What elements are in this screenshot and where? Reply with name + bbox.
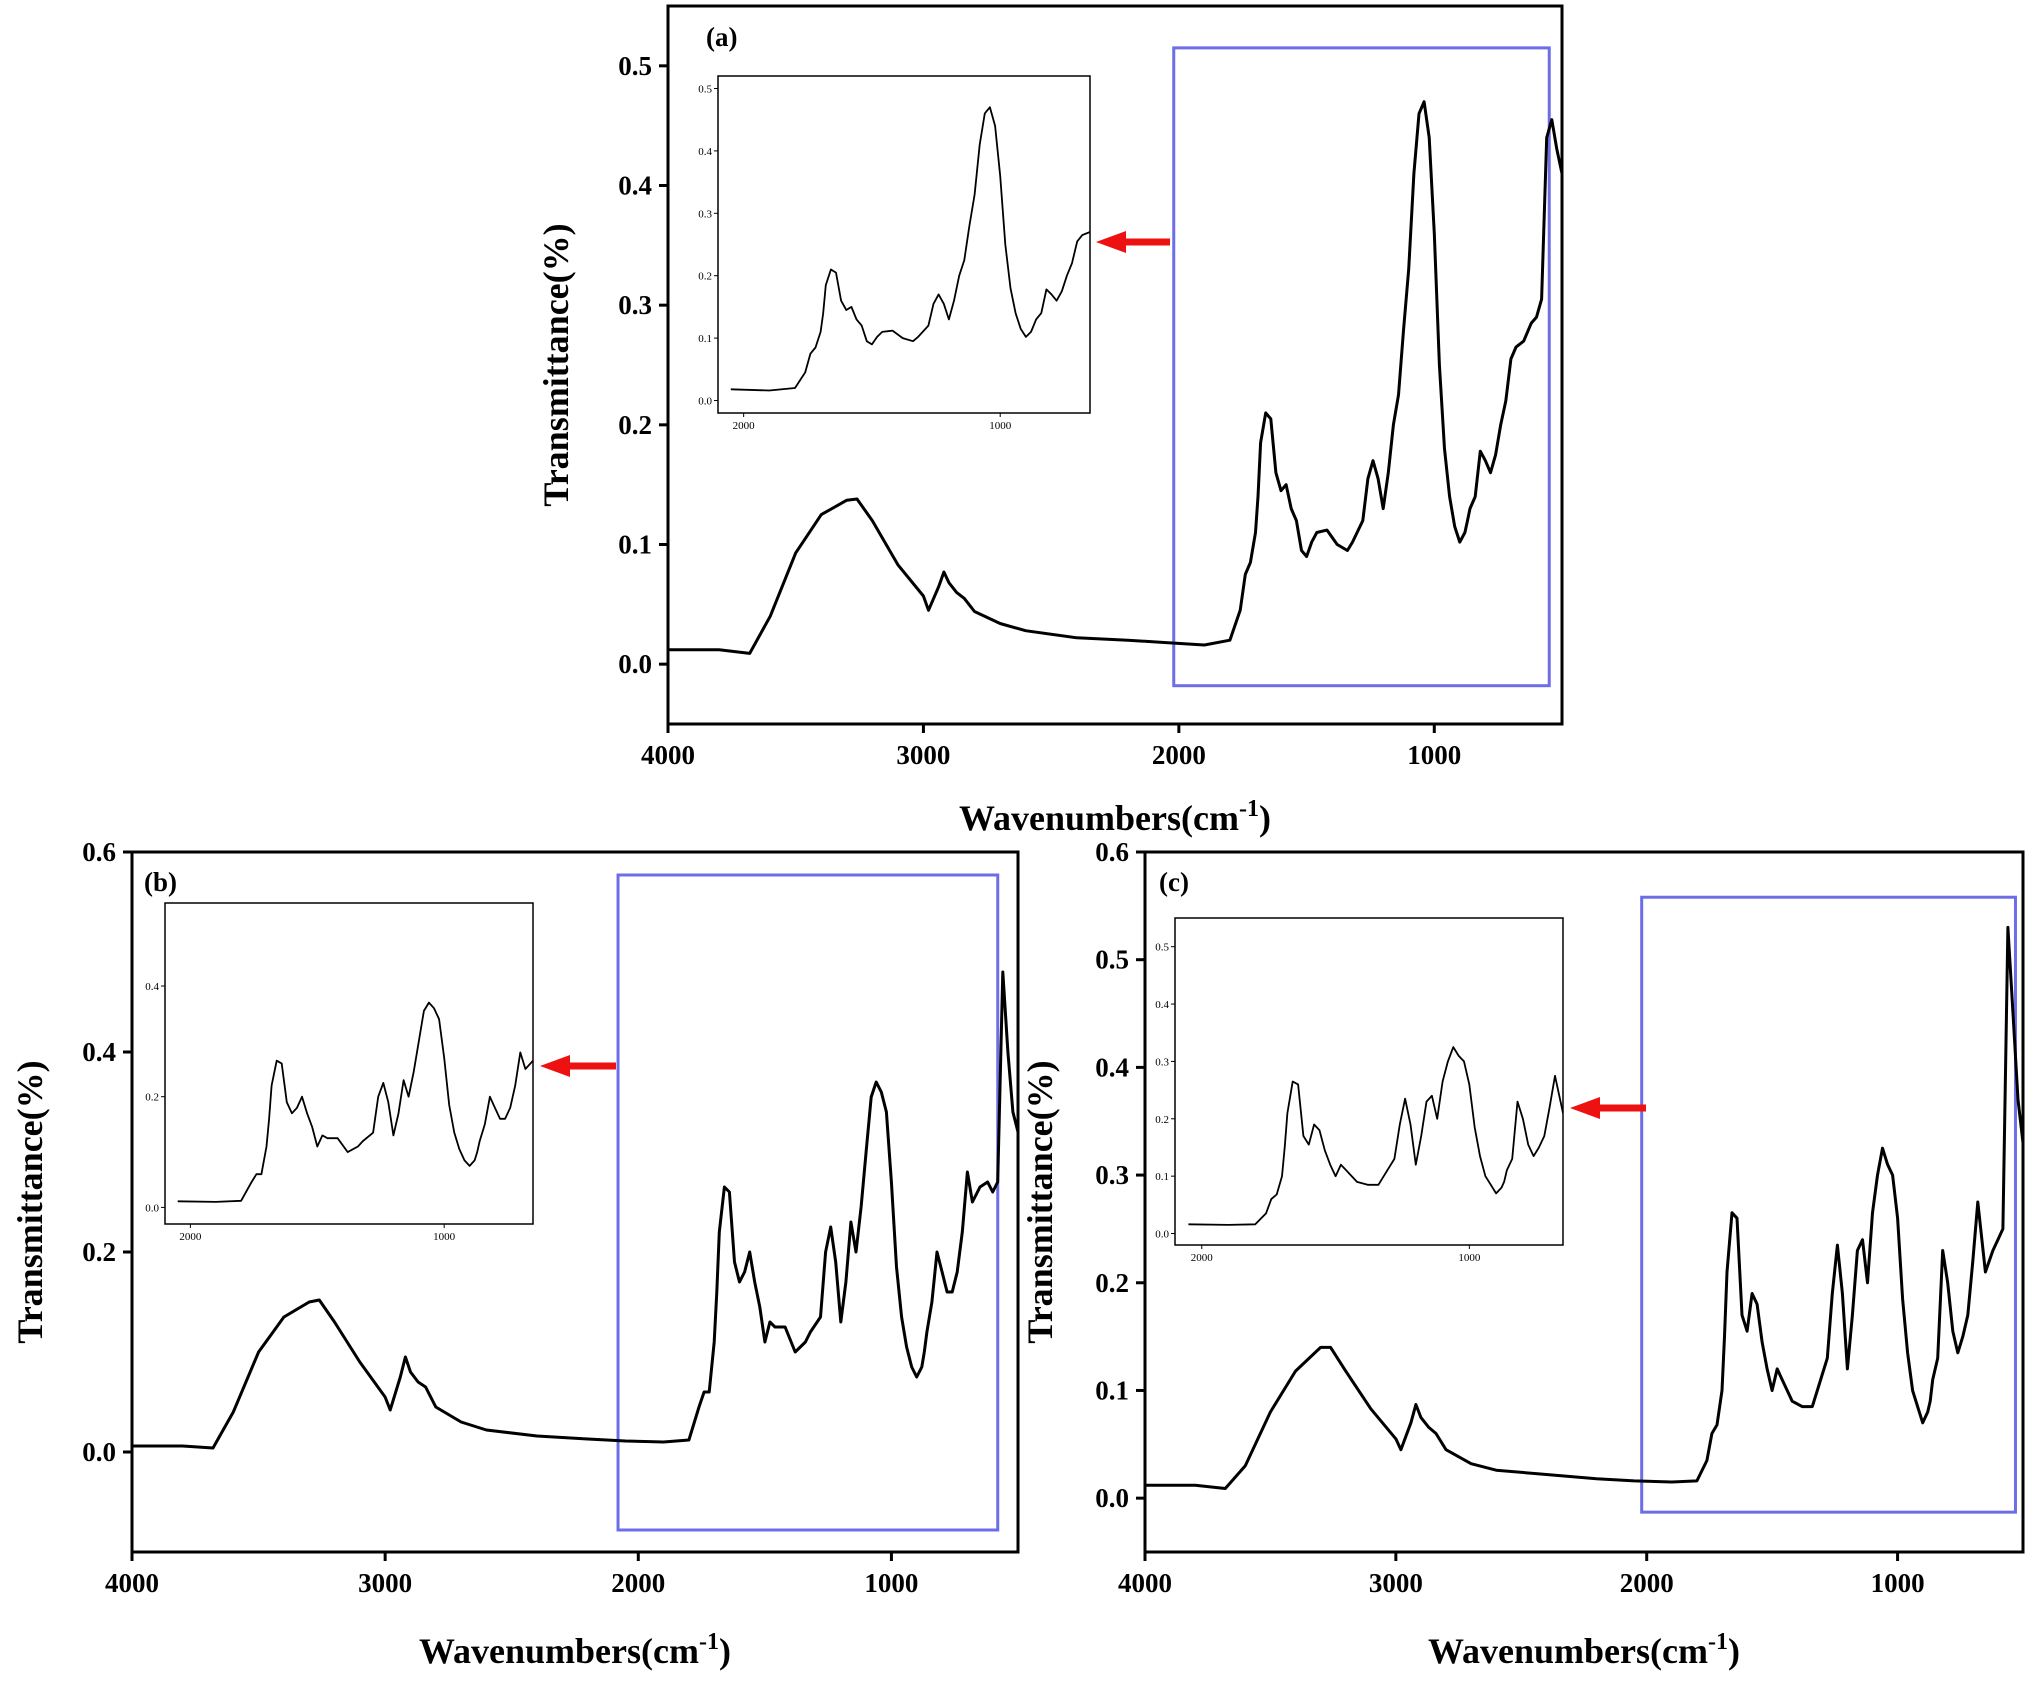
y-axis-label: Transmittance(%): [1020, 1060, 1060, 1343]
x-axis-label-sup: -1: [699, 1629, 719, 1655]
highlight-box: [1640, 895, 2017, 1514]
inset-y-tick-label: 0.4: [1155, 999, 1169, 1011]
panel-label: (a): [706, 22, 737, 52]
y-tick-label: 0.2: [82, 1237, 116, 1267]
inset-spectrum-line: [1188, 1046, 1563, 1226]
inset-x-tick-label: 1000: [989, 420, 1012, 432]
x-axis-label-sup: -1: [1708, 1629, 1728, 1655]
y-tick-label: 0.0: [618, 649, 652, 679]
y-tick-label: 0.2: [1095, 1268, 1129, 1298]
x-tick-label: 2000: [1620, 1568, 1674, 1598]
panel-label: (c): [1159, 867, 1189, 897]
x-tick-label: 4000: [1118, 1568, 1172, 1598]
inset-x-tick-label: 2000: [733, 420, 756, 432]
inset-frame: [1174, 917, 1564, 1246]
x-tick-label: 1000: [1871, 1568, 1925, 1598]
y-tick-label: 0.4: [1095, 1052, 1129, 1082]
plot-frame: [130, 850, 1020, 1554]
x-tick-label: 3000: [358, 1568, 412, 1598]
inset-y-tick-label: 0.1: [698, 333, 712, 345]
panel-label: (b): [144, 867, 177, 897]
inset-y-tick-label: 0.1: [1155, 1171, 1169, 1183]
x-axis-label: Wavenumbers(cm-1): [1428, 1629, 1740, 1671]
inset-x-tick-label: 1000: [1458, 1252, 1481, 1264]
inset-y-tick-label: 0.2: [698, 271, 712, 283]
panel-c: 4000 3000 2000 1000 0.0 0.1 0.2 0.3 0.4 0.5 0.6 Wav…: [1020, 837, 2025, 1671]
x-tick-label: 1000: [864, 1568, 918, 1598]
y-tick-label: 0.0: [82, 1437, 116, 1467]
panel-a: 4000 3000 2000 1000 0.0 0.1 0.2 0.3 0.4 0.5 Wavenu…: [536, 4, 1564, 838]
x-tick-label: 4000: [105, 1568, 159, 1598]
y-tick-label: 0.1: [1095, 1375, 1129, 1405]
inset-y-tick-label: 0.2: [145, 1092, 159, 1104]
inset-background: [718, 76, 1090, 413]
inset-spectrum-line: [730, 106, 1090, 392]
x-axis-label-main: Wavenumbers(cm: [1428, 1631, 1708, 1671]
inset-frame: [717, 75, 1091, 414]
y-tick-label: 0.4: [82, 1037, 116, 1067]
x-tick-label: 3000: [896, 740, 950, 770]
x-axis-label-main: Wavenumbers(cm: [419, 1631, 699, 1671]
x-tick-label: 2000: [1152, 740, 1206, 770]
x-axis-label-end: ): [1259, 798, 1271, 838]
x-axis-label-end: ): [719, 1631, 731, 1671]
y-tick-label: 0.5: [618, 51, 652, 81]
inset-y-tick-label: 0.4: [145, 981, 159, 993]
y-tick-label: 0.6: [82, 837, 116, 867]
y-tick-label: 0.6: [1095, 837, 1129, 867]
x-axis-label: Wavenumbers(cm-1): [959, 796, 1271, 838]
inset-y-tick-label: 0.0: [145, 1202, 159, 1214]
y-tick-label: 0.3: [1095, 1160, 1129, 1190]
spectrum-line: [132, 970, 1018, 1450]
y-axis-label: Transmittance(%): [536, 223, 576, 506]
inset-y-tick-label: 0.5: [1155, 942, 1169, 954]
x-tick-label: 4000: [641, 740, 695, 770]
arrow-head: [1570, 1097, 1600, 1119]
highlight-box: [616, 873, 1000, 1532]
y-tick-label: 0.3: [618, 290, 652, 320]
inset-background: [165, 903, 533, 1224]
inset-y-tick-label: 0.3: [1155, 1056, 1169, 1068]
x-axis-label: Wavenumbers(cm-1): [419, 1629, 731, 1671]
spectrum-line: [668, 100, 1562, 655]
inset-y-tick-label: 0.0: [698, 396, 712, 408]
y-tick-label: 0.5: [1095, 945, 1129, 975]
inset-y-tick-label: 0.4: [698, 146, 712, 158]
inset-spectrum-line: [177, 1001, 533, 1203]
inset: 2000 1000 0.0 0.2 0.4: [145, 902, 534, 1243]
y-axis-label: Transmittance(%): [10, 1060, 50, 1343]
y-tick-label: 0.4: [618, 171, 652, 201]
inset-x-tick-label: 2000: [1191, 1252, 1214, 1264]
inset-y-tick-label: 0.2: [1155, 1114, 1169, 1126]
arrow-head: [1096, 231, 1126, 253]
highlight-box: [1172, 46, 1551, 688]
plot-frame: [666, 4, 1564, 726]
x-axis-label-main: Wavenumbers(cm: [959, 798, 1239, 838]
x-tick-label: 1000: [1407, 740, 1461, 770]
plot-frame: [1143, 850, 2025, 1554]
inset: 2000 1000 0.0 0.1 0.2 0.3 0.4 0.5: [698, 75, 1091, 432]
inset: 2000 1000 0.0 0.1 0.2 0.3 0.4 0.5: [1155, 917, 1564, 1264]
spectrum-line: [1145, 925, 2023, 1490]
x-axis-label-sup: -1: [1239, 796, 1259, 822]
arrow-head: [540, 1055, 570, 1077]
x-tick-label: 3000: [1369, 1568, 1423, 1598]
y-tick-label: 0.2: [618, 410, 652, 440]
y-tick-label: 0.0: [1095, 1483, 1129, 1513]
inset-y-tick-label: 0.0: [1155, 1229, 1169, 1241]
x-tick-label: 2000: [611, 1568, 665, 1598]
x-axis-label-end: ): [1728, 1631, 1740, 1671]
inset-background: [1175, 918, 1563, 1245]
y-tick-label: 0.1: [618, 530, 652, 560]
inset-y-tick-label: 0.5: [698, 83, 712, 95]
inset-frame: [164, 902, 534, 1225]
panel-b: 4000 3000 2000 1000 0.0 0.2 0.4 0.6 Wavenumbers(…: [10, 837, 1020, 1671]
inset-x-tick-label: 1000: [433, 1231, 456, 1243]
inset-x-tick-label: 2000: [179, 1231, 202, 1243]
inset-y-tick-label: 0.3: [698, 208, 712, 220]
